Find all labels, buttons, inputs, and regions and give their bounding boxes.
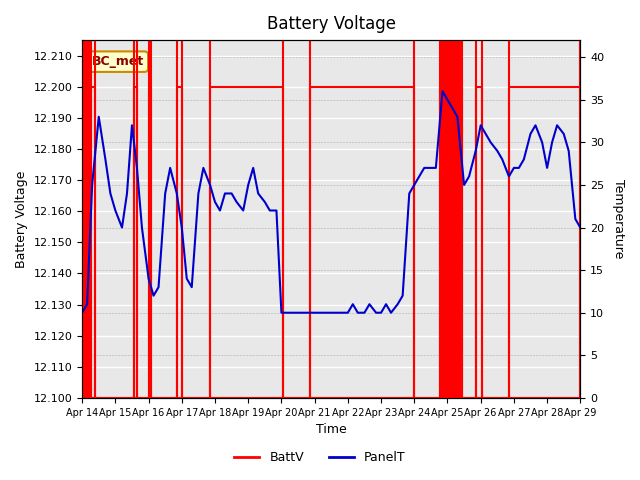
Bar <box>460 40 463 398</box>
Bar <box>177 40 182 398</box>
Bar <box>134 40 137 398</box>
Bar <box>82 40 84 398</box>
Bar <box>454 40 456 398</box>
Bar <box>509 40 580 398</box>
Bar <box>457 40 459 398</box>
Bar <box>447 40 449 398</box>
X-axis label: Time: Time <box>316 423 347 436</box>
Bar <box>476 40 483 398</box>
Bar <box>310 40 414 398</box>
Y-axis label: Battery Voltage: Battery Voltage <box>15 170 28 268</box>
Text: BC_met: BC_met <box>92 55 145 68</box>
Bar <box>440 40 442 398</box>
Bar <box>89 40 90 398</box>
Bar <box>86 40 88 398</box>
Bar <box>450 40 452 398</box>
Bar <box>444 40 445 398</box>
Bar <box>92 40 95 398</box>
Title: Battery Voltage: Battery Voltage <box>267 15 396 33</box>
Y-axis label: Temperature: Temperature <box>612 180 625 259</box>
Bar <box>148 40 150 398</box>
Legend: BattV, PanelT: BattV, PanelT <box>229 446 411 469</box>
Bar <box>210 40 283 398</box>
